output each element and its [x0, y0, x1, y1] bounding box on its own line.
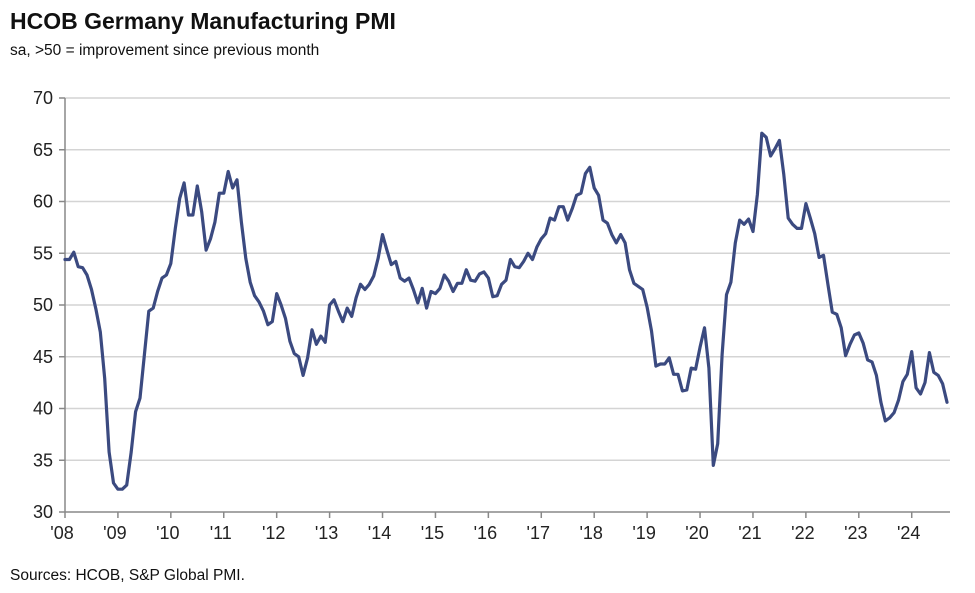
x-tick-label: '23: [844, 523, 867, 543]
source-note: Sources: HCOB, S&P Global PMI.: [10, 567, 245, 584]
y-tick-label: 55: [33, 243, 53, 263]
y-tick-label: 40: [33, 399, 53, 419]
y-tick-label: 70: [33, 88, 53, 108]
y-tick-label: 50: [33, 295, 53, 315]
chart-subtitle: sa, >50 = improvement since previous mon…: [10, 42, 320, 59]
pmi-series-line: [63, 131, 949, 491]
x-tick-label: '12: [262, 523, 285, 543]
y-tick-label: 30: [33, 502, 53, 522]
y-tick-label: 65: [33, 140, 53, 160]
x-tick-label: '11: [210, 523, 232, 543]
x-tick-label: '24: [897, 523, 920, 543]
y-tick-label: 45: [33, 347, 53, 367]
x-tick-label: '13: [315, 523, 338, 543]
x-tick-label: '20: [685, 523, 708, 543]
x-tick-label: '21: [738, 523, 761, 543]
x-tick-label: '14: [368, 523, 391, 543]
x-tick-label: '22: [791, 523, 814, 543]
x-tick-label: '19: [632, 523, 655, 543]
chart-title: HCOB Germany Manufacturing PMI: [10, 8, 396, 34]
x-tick-label: '17: [527, 523, 550, 543]
x-tick-label: '15: [421, 523, 444, 543]
y-tick-label: 60: [33, 192, 53, 212]
x-tick-label: '09: [103, 523, 126, 543]
x-tick-label: '16: [474, 523, 497, 543]
x-tick-label: '08: [50, 523, 73, 543]
x-tick-label: '10: [156, 523, 179, 543]
x-tick-label: '18: [579, 523, 602, 543]
y-tick-label: 35: [33, 450, 53, 470]
